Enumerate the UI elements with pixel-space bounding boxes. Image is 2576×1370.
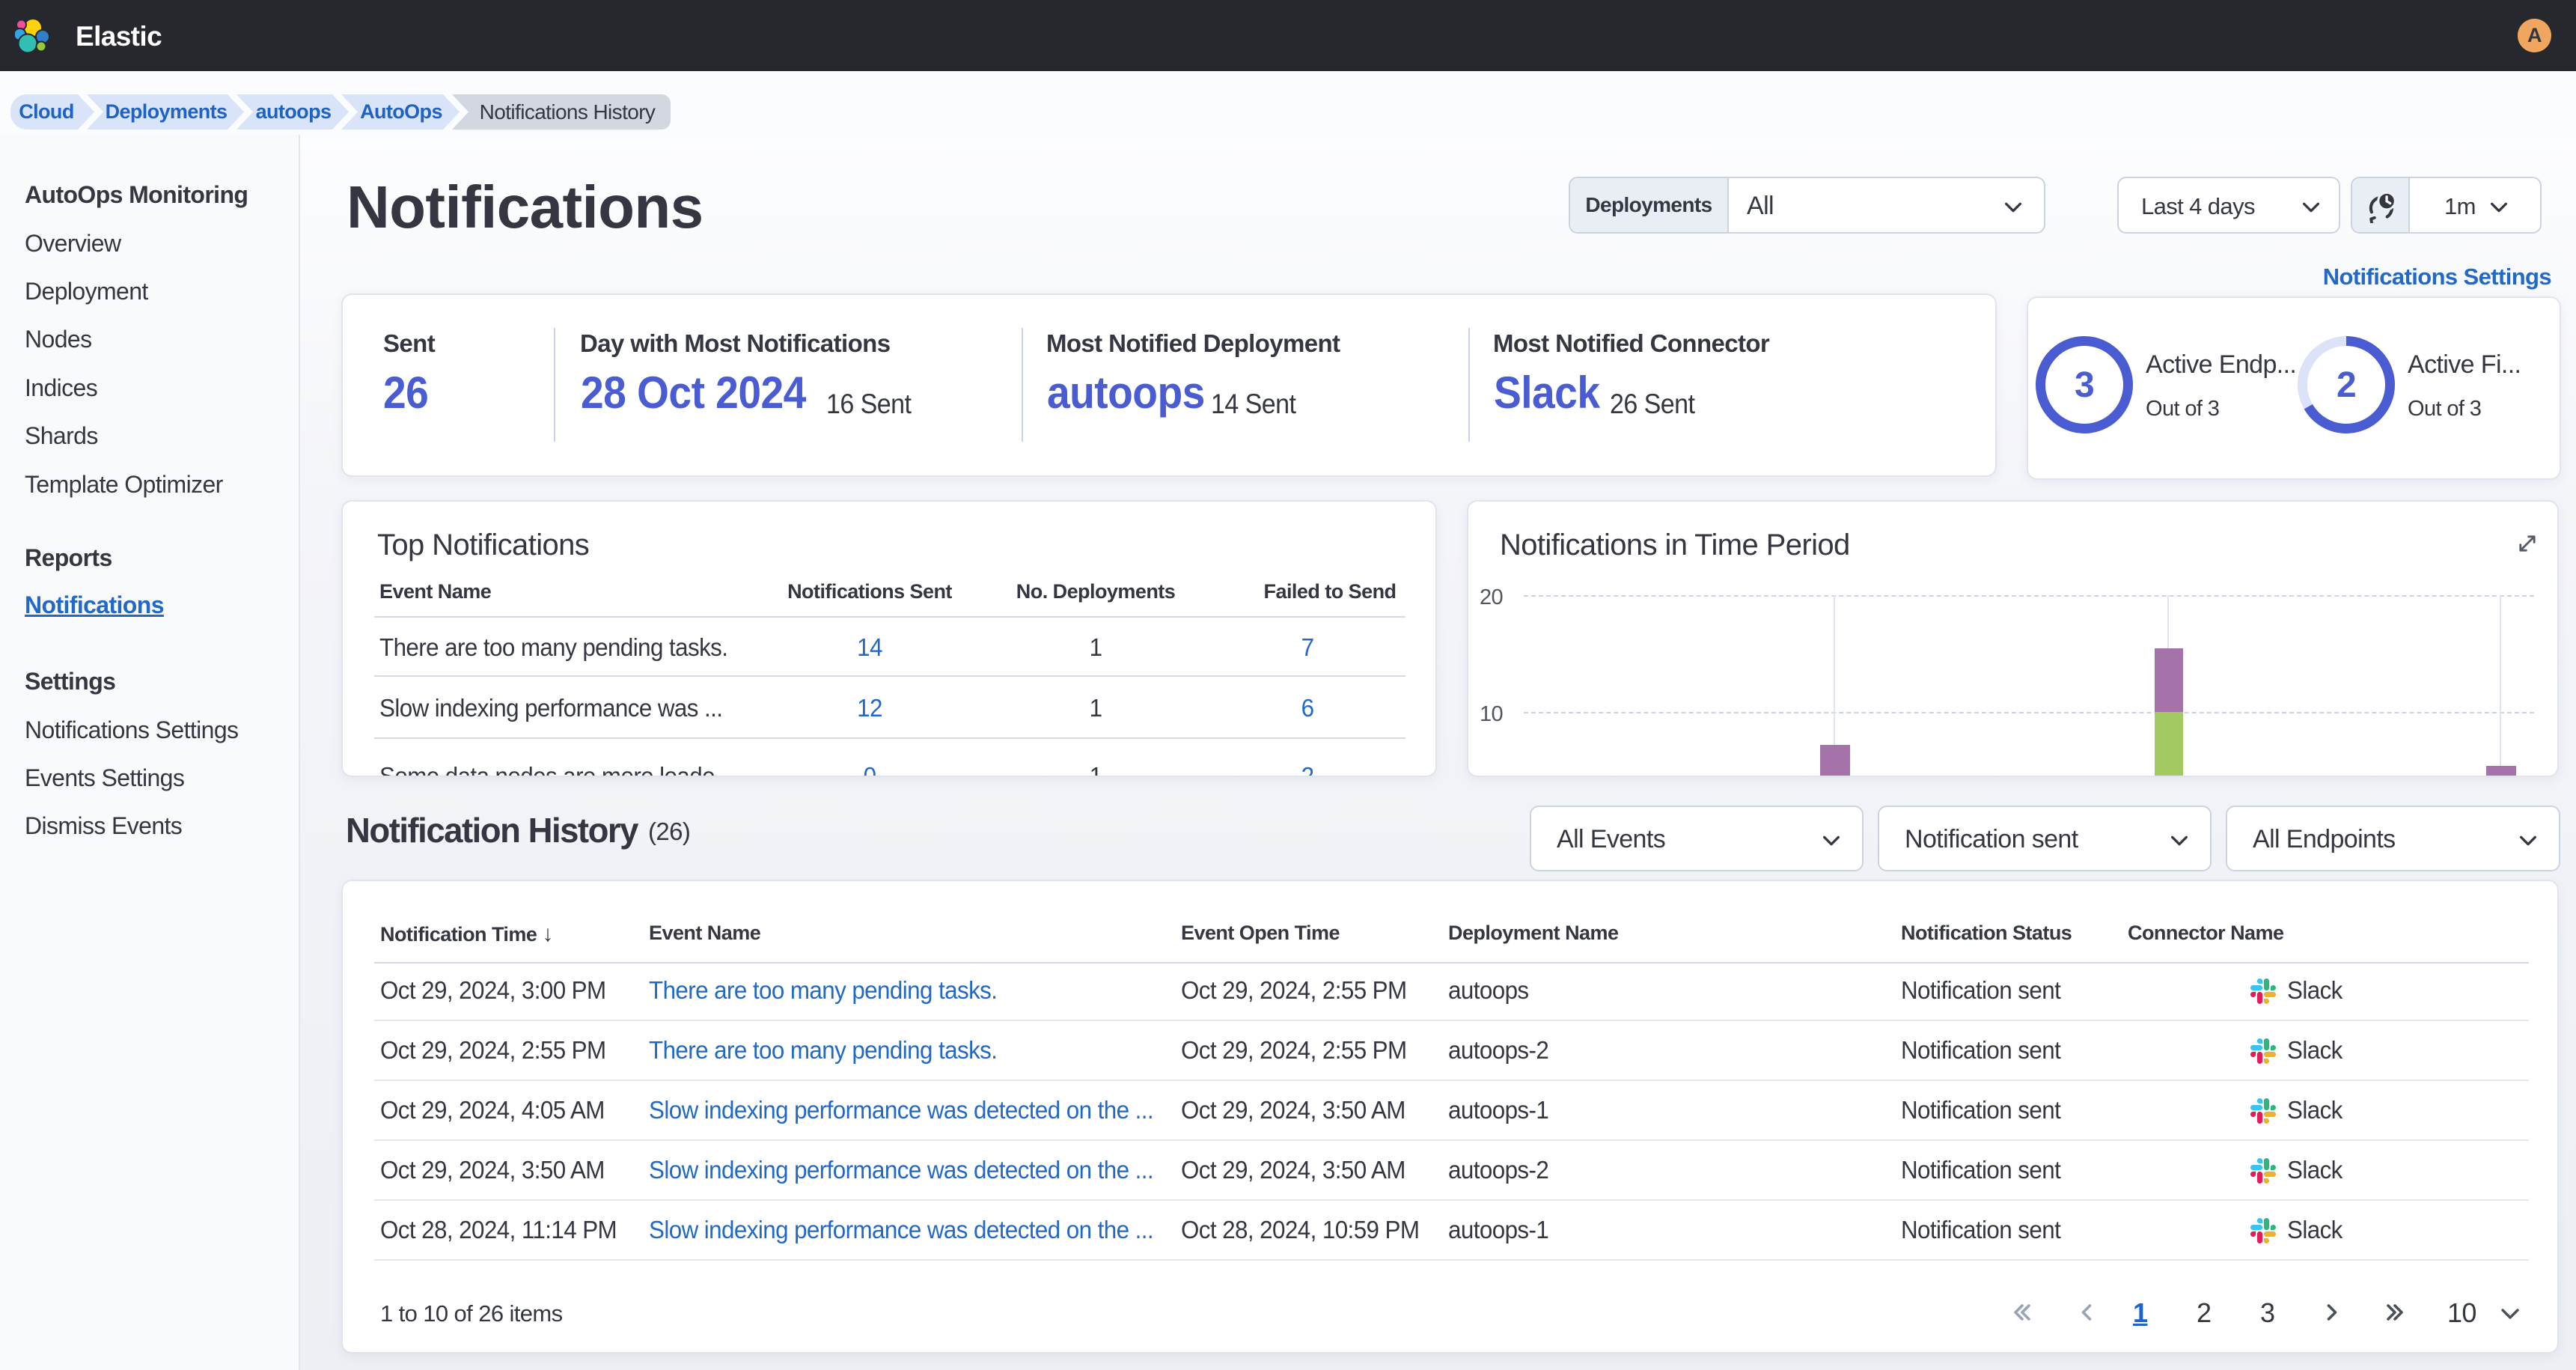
svg-text:2: 2	[2337, 365, 2356, 405]
svg-text:3: 3	[2075, 365, 2094, 405]
